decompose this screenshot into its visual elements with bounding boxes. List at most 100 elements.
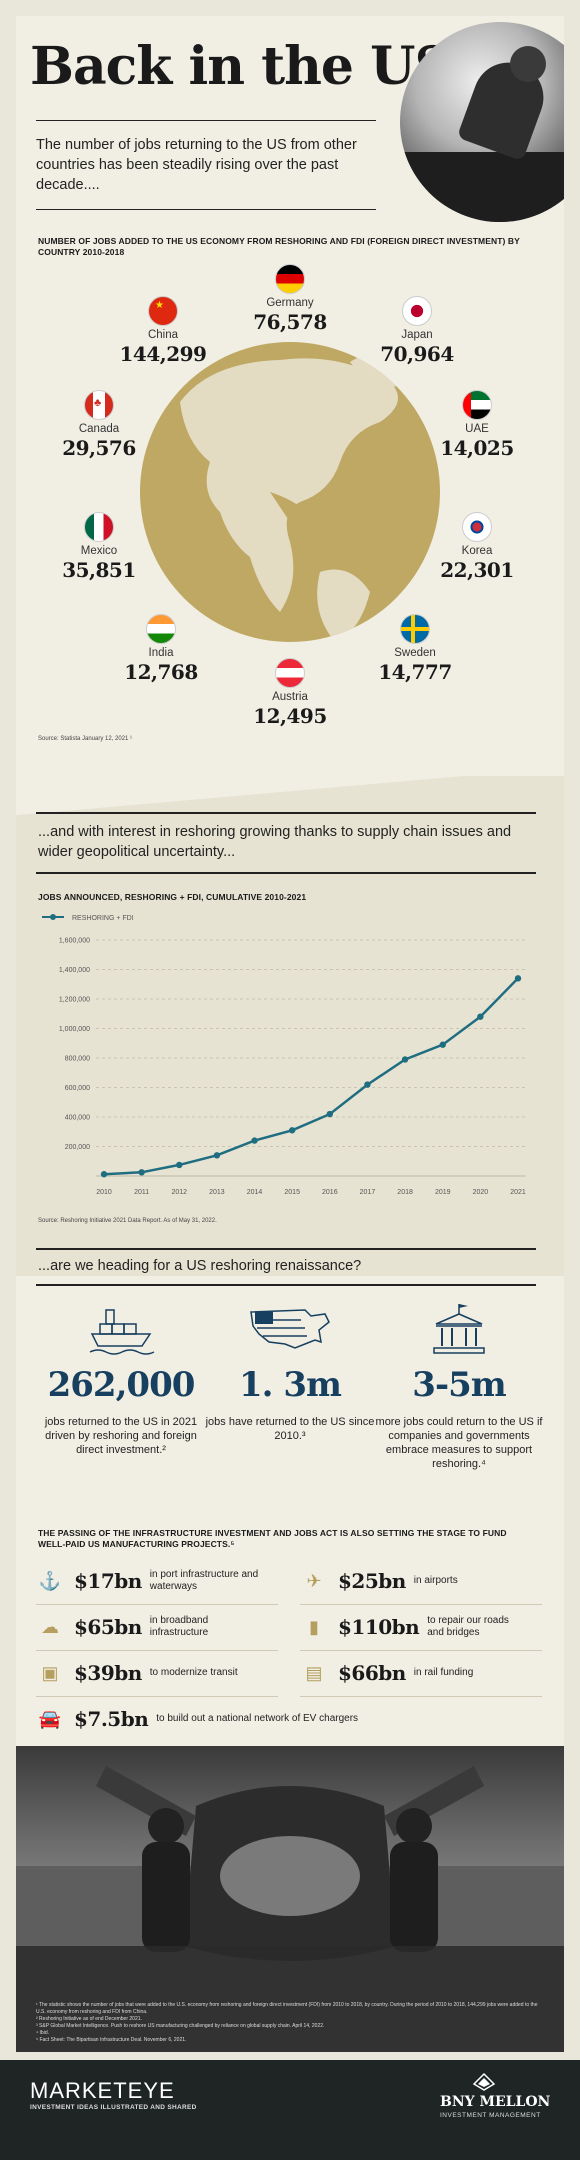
- infra-divider: [36, 1696, 278, 1697]
- bny-mellon-sub: INVESTMENT MANAGEMENT: [440, 2112, 541, 2119]
- x-tick-label: 2015: [284, 1189, 300, 1196]
- data-point: [213, 1152, 221, 1159]
- stat-desc: more jobs could return to the US if comp…: [375, 1416, 543, 1470]
- data-point: [176, 1161, 183, 1169]
- airport-icon: ✈: [306, 1570, 322, 1591]
- marketeye-tagline: INVESTMENT IDEAS ILLUSTRATED AND SHARED: [30, 2104, 197, 2111]
- data-point: [100, 1171, 108, 1178]
- infra-item-airports: ✈ $25bn in airports: [300, 1564, 524, 1598]
- infra-item-broadband: ☁ $65bn in broadband infrastructure: [36, 1610, 250, 1644]
- stat-value: 3-5m: [412, 1365, 506, 1405]
- country-india: India 12,768: [96, 614, 226, 684]
- car-workshop-photo: [16, 1746, 564, 2052]
- india-flag-icon: [146, 614, 176, 644]
- data-point: [138, 1169, 145, 1176]
- globe-illustration: [140, 342, 440, 642]
- map-source: Source: Statista January 12, 2021 ¹: [38, 736, 133, 742]
- chart-title: JOBS ANNOUNCED, RESHORING + FDI, CUMULAT…: [38, 892, 307, 902]
- y-tick-label: 1,000,000: [59, 1026, 90, 1033]
- x-tick-label: 2010: [96, 1189, 112, 1196]
- legend-label: RESHORING + FDI: [72, 915, 134, 922]
- country-sweden: Sweden 14,777: [350, 614, 480, 684]
- marketeye-logo: MARKETEYE: [30, 2078, 175, 2103]
- canada-flag-icon: ♣: [84, 390, 114, 420]
- data-point: [514, 975, 522, 982]
- japan-flag-icon: [402, 296, 432, 326]
- data-point: [477, 1013, 484, 1020]
- korea-flag-icon: [462, 512, 492, 542]
- y-tick-label: 200,000: [65, 1144, 90, 1151]
- x-tick-label: 2012: [171, 1189, 187, 1196]
- us-map-icon: [250, 1309, 330, 1349]
- stat-since-2010: 1. 3m jobs have returned to the US since…: [205, 1300, 375, 1443]
- infra-divider: [36, 1604, 278, 1605]
- road-icon: ▮: [309, 1616, 319, 1637]
- data-point: [439, 1041, 446, 1048]
- stats-heading: ...are we heading for a US reshoring ren…: [38, 1258, 362, 1274]
- bus-icon: ▣: [41, 1662, 59, 1683]
- country-germany: Germany 76,578: [225, 264, 355, 334]
- map-heading: NUMBER OF JOBS ADDED TO THE US ECONOMY F…: [38, 236, 520, 257]
- data-point: [401, 1056, 409, 1063]
- country-japan: Japan 70,964: [352, 296, 482, 366]
- y-tick-label: 1,600,000: [59, 938, 90, 945]
- footer: [0, 2060, 580, 2160]
- broadband-icon: ☁: [41, 1616, 59, 1637]
- chart-source: Source: Reshoring Initiative 2021 Data R…: [38, 1218, 217, 1224]
- sweden-flag-icon: [400, 614, 430, 644]
- infographic: Back in the USA The number of jobs retur…: [16, 16, 564, 2052]
- stat-desc: jobs have returned to the US since 2010.…: [205, 1416, 375, 1442]
- uae-flag-icon: [462, 390, 492, 420]
- x-tick-label: 2019: [435, 1189, 451, 1196]
- infra-divider: [36, 1650, 278, 1651]
- y-tick-label: 1,200,000: [59, 997, 90, 1004]
- series-line-reshoring-fdi: [103, 977, 519, 1176]
- rule-stats-top: [36, 1248, 536, 1250]
- country-china: ★ China 144,299: [98, 296, 228, 366]
- y-tick-label: 800,000: [65, 1056, 90, 1063]
- infra-background: [16, 1516, 564, 1756]
- chart-background: [16, 816, 564, 1276]
- ev-car-icon: 🚘: [38, 1708, 62, 1729]
- x-tick-label: 2018: [397, 1189, 413, 1196]
- country-austria: Austria 12,495: [225, 658, 355, 728]
- line-chart: RESHORING + FDI 200,000 400,000 600,000 800…: [42, 914, 526, 1196]
- anchor-icon: ⚓: [38, 1570, 62, 1591]
- x-tick-label: 2013: [209, 1189, 225, 1196]
- chart-section-heading: ...and with interest in reshoring growin…: [38, 824, 512, 860]
- country-mexico: Mexico 35,851: [34, 512, 164, 582]
- x-tick-label: 2020: [473, 1189, 489, 1196]
- infra-item-rail: ▤ $66bn in rail funding: [300, 1656, 524, 1690]
- rule-stats-bottom: [36, 1284, 536, 1286]
- infra-divider: [300, 1696, 542, 1697]
- footnotes: ¹ The statistic shows the number of jobs…: [36, 2002, 538, 2043]
- infra-heading: THE PASSING OF THE INFRASTRUCTURE INVEST…: [38, 1528, 507, 1549]
- stat-value: 1. 3m: [239, 1365, 342, 1405]
- country-canada: ♣ Canada 29,576: [34, 390, 164, 460]
- stat-value: 262,000: [47, 1365, 196, 1405]
- x-tick-label: 2016: [322, 1189, 338, 1196]
- train-icon: ▤: [305, 1662, 323, 1683]
- cargo-ship-icon: [89, 1309, 155, 1355]
- infra-divider: [300, 1604, 542, 1605]
- stat-desc: jobs returned to the US in 2021 driven b…: [44, 1416, 198, 1456]
- rule-bottom: [36, 872, 536, 874]
- infra-item-transit: ▣ $39bn to modernize transit: [36, 1656, 270, 1690]
- bny-mellon-logo-icon: [472, 2072, 496, 2091]
- data-point: [251, 1137, 258, 1144]
- x-tick-label: 2021: [510, 1189, 526, 1196]
- x-tick-label: 2014: [247, 1189, 263, 1196]
- infra-item-ports: ⚓ $17bn in port infrastructure and water…: [36, 1564, 260, 1598]
- capitol-building-icon: [433, 1304, 485, 1354]
- y-tick-label: 1,400,000: [59, 967, 90, 974]
- austria-flag-icon: [275, 658, 305, 688]
- data-point: [326, 1110, 334, 1118]
- country-uae: UAE 14,025: [412, 390, 542, 460]
- country-korea: Korea 22,301: [412, 512, 542, 582]
- infra-item-roads: ▮ $110bn to repair our roads and bridges: [300, 1610, 523, 1644]
- bny-mellon-logo: BNY MELLON: [440, 2094, 551, 2110]
- china-flag-icon: ★: [148, 296, 178, 326]
- infra-item-ev: 🚘 $7.5bn to build out a national network…: [36, 1702, 456, 1736]
- worker-photo: [400, 22, 564, 222]
- x-tick-label: 2017: [360, 1189, 376, 1196]
